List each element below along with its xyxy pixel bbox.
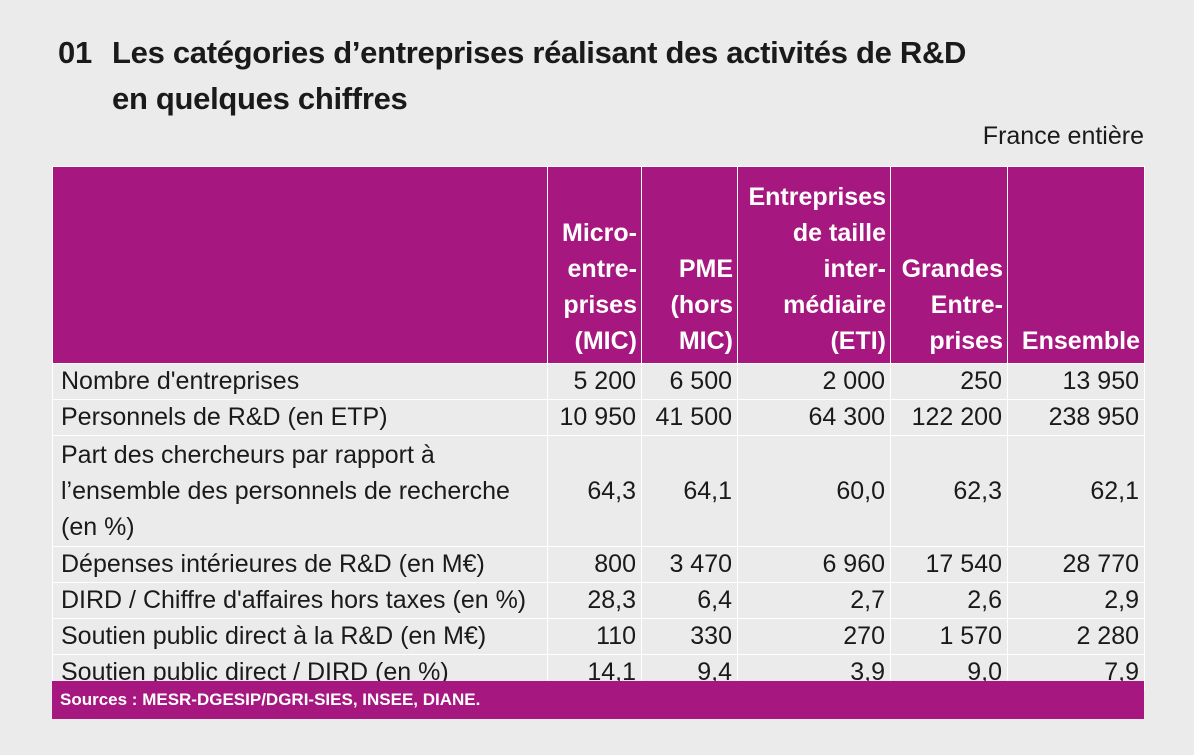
cell-value: 6 500 — [641, 363, 738, 400]
cell-value: 64,3 — [547, 435, 642, 547]
header-pme: PME (hors MIC) — [641, 166, 738, 364]
cell-value: 41 500 — [641, 399, 738, 436]
cell-value: 28,3 — [547, 582, 642, 619]
table-header-row: Micro- entre- prises (MIC) PME (hors MIC… — [52, 166, 1145, 364]
row-label: Soutien public direct à la R&D (en M€) — [52, 618, 548, 655]
scope-label: France entière — [982, 122, 1144, 150]
data-table: Micro- entre- prises (MIC) PME (hors MIC… — [52, 166, 1145, 691]
cell-value: 270 — [737, 618, 891, 655]
cell-value: 330 — [641, 618, 738, 655]
cell-value: 2 000 — [737, 363, 891, 400]
cell-value: 13 950 — [1007, 363, 1145, 400]
header-blank — [52, 166, 548, 364]
cell-value: 800 — [547, 546, 642, 583]
cell-value: 6 960 — [737, 546, 891, 583]
cell-value: 60,0 — [737, 435, 891, 547]
header-mic: Micro- entre- prises (MIC) — [547, 166, 642, 364]
cell-value: 62,3 — [890, 435, 1008, 547]
cell-value: 64 300 — [737, 399, 891, 436]
cell-value: 28 770 — [1007, 546, 1145, 583]
row-label: Part des chercheurs par rapport à l’ense… — [52, 435, 548, 547]
cell-value: 5 200 — [547, 363, 642, 400]
cell-value: 10 950 — [547, 399, 642, 436]
row-label: Dépenses intérieures de R&D (en M€) — [52, 546, 548, 583]
table-row: Personnels de R&D (en ETP) 10 950 41 500… — [52, 399, 1145, 436]
cell-value: 2,7 — [737, 582, 891, 619]
cell-value: 2,6 — [890, 582, 1008, 619]
cell-value: 1 570 — [890, 618, 1008, 655]
row-label: Nombre d'entreprises — [52, 363, 548, 400]
table-row: Part des chercheurs par rapport à l’ense… — [52, 435, 1145, 547]
table-row: DIRD / Chiffre d'affaires hors taxes (en… — [52, 582, 1145, 619]
page-title: 01 Les catégories d’entreprises réalisant… — [58, 30, 1158, 122]
cell-value: 2 280 — [1007, 618, 1145, 655]
header-eti: Entreprises de taille inter- médiaire (E… — [737, 166, 891, 364]
table-row: Nombre d'entreprises 5 200 6 500 2 000 2… — [52, 363, 1145, 400]
header-ge: Grandes Entre- prises — [890, 166, 1008, 364]
cell-value: 122 200 — [890, 399, 1008, 436]
cell-value: 2,9 — [1007, 582, 1145, 619]
title-line1: Les catégories d’entreprises réalisant d… — [112, 35, 967, 70]
title-line2: en quelques chiffres — [112, 81, 408, 116]
cell-value: 62,1 — [1007, 435, 1145, 547]
cell-value: 250 — [890, 363, 1008, 400]
table-row: Dépenses intérieures de R&D (en M€) 800 … — [52, 546, 1145, 583]
table-row: Soutien public direct à la R&D (en M€) 1… — [52, 618, 1145, 655]
source-note: Sources : MESR-DGESIP/DGRI-SIES, INSEE, … — [52, 681, 1144, 719]
cell-value: 3 470 — [641, 546, 738, 583]
cell-value: 110 — [547, 618, 642, 655]
cell-value: 238 950 — [1007, 399, 1145, 436]
row-label: Personnels de R&D (en ETP) — [52, 399, 548, 436]
cell-value: 17 540 — [890, 546, 1008, 583]
header-ensemble: Ensemble — [1007, 166, 1145, 364]
cell-value: 6,4 — [641, 582, 738, 619]
row-label: DIRD / Chiffre d'affaires hors taxes (en… — [52, 582, 548, 619]
cell-value: 64,1 — [641, 435, 738, 547]
title-number: 01 — [58, 35, 92, 70]
